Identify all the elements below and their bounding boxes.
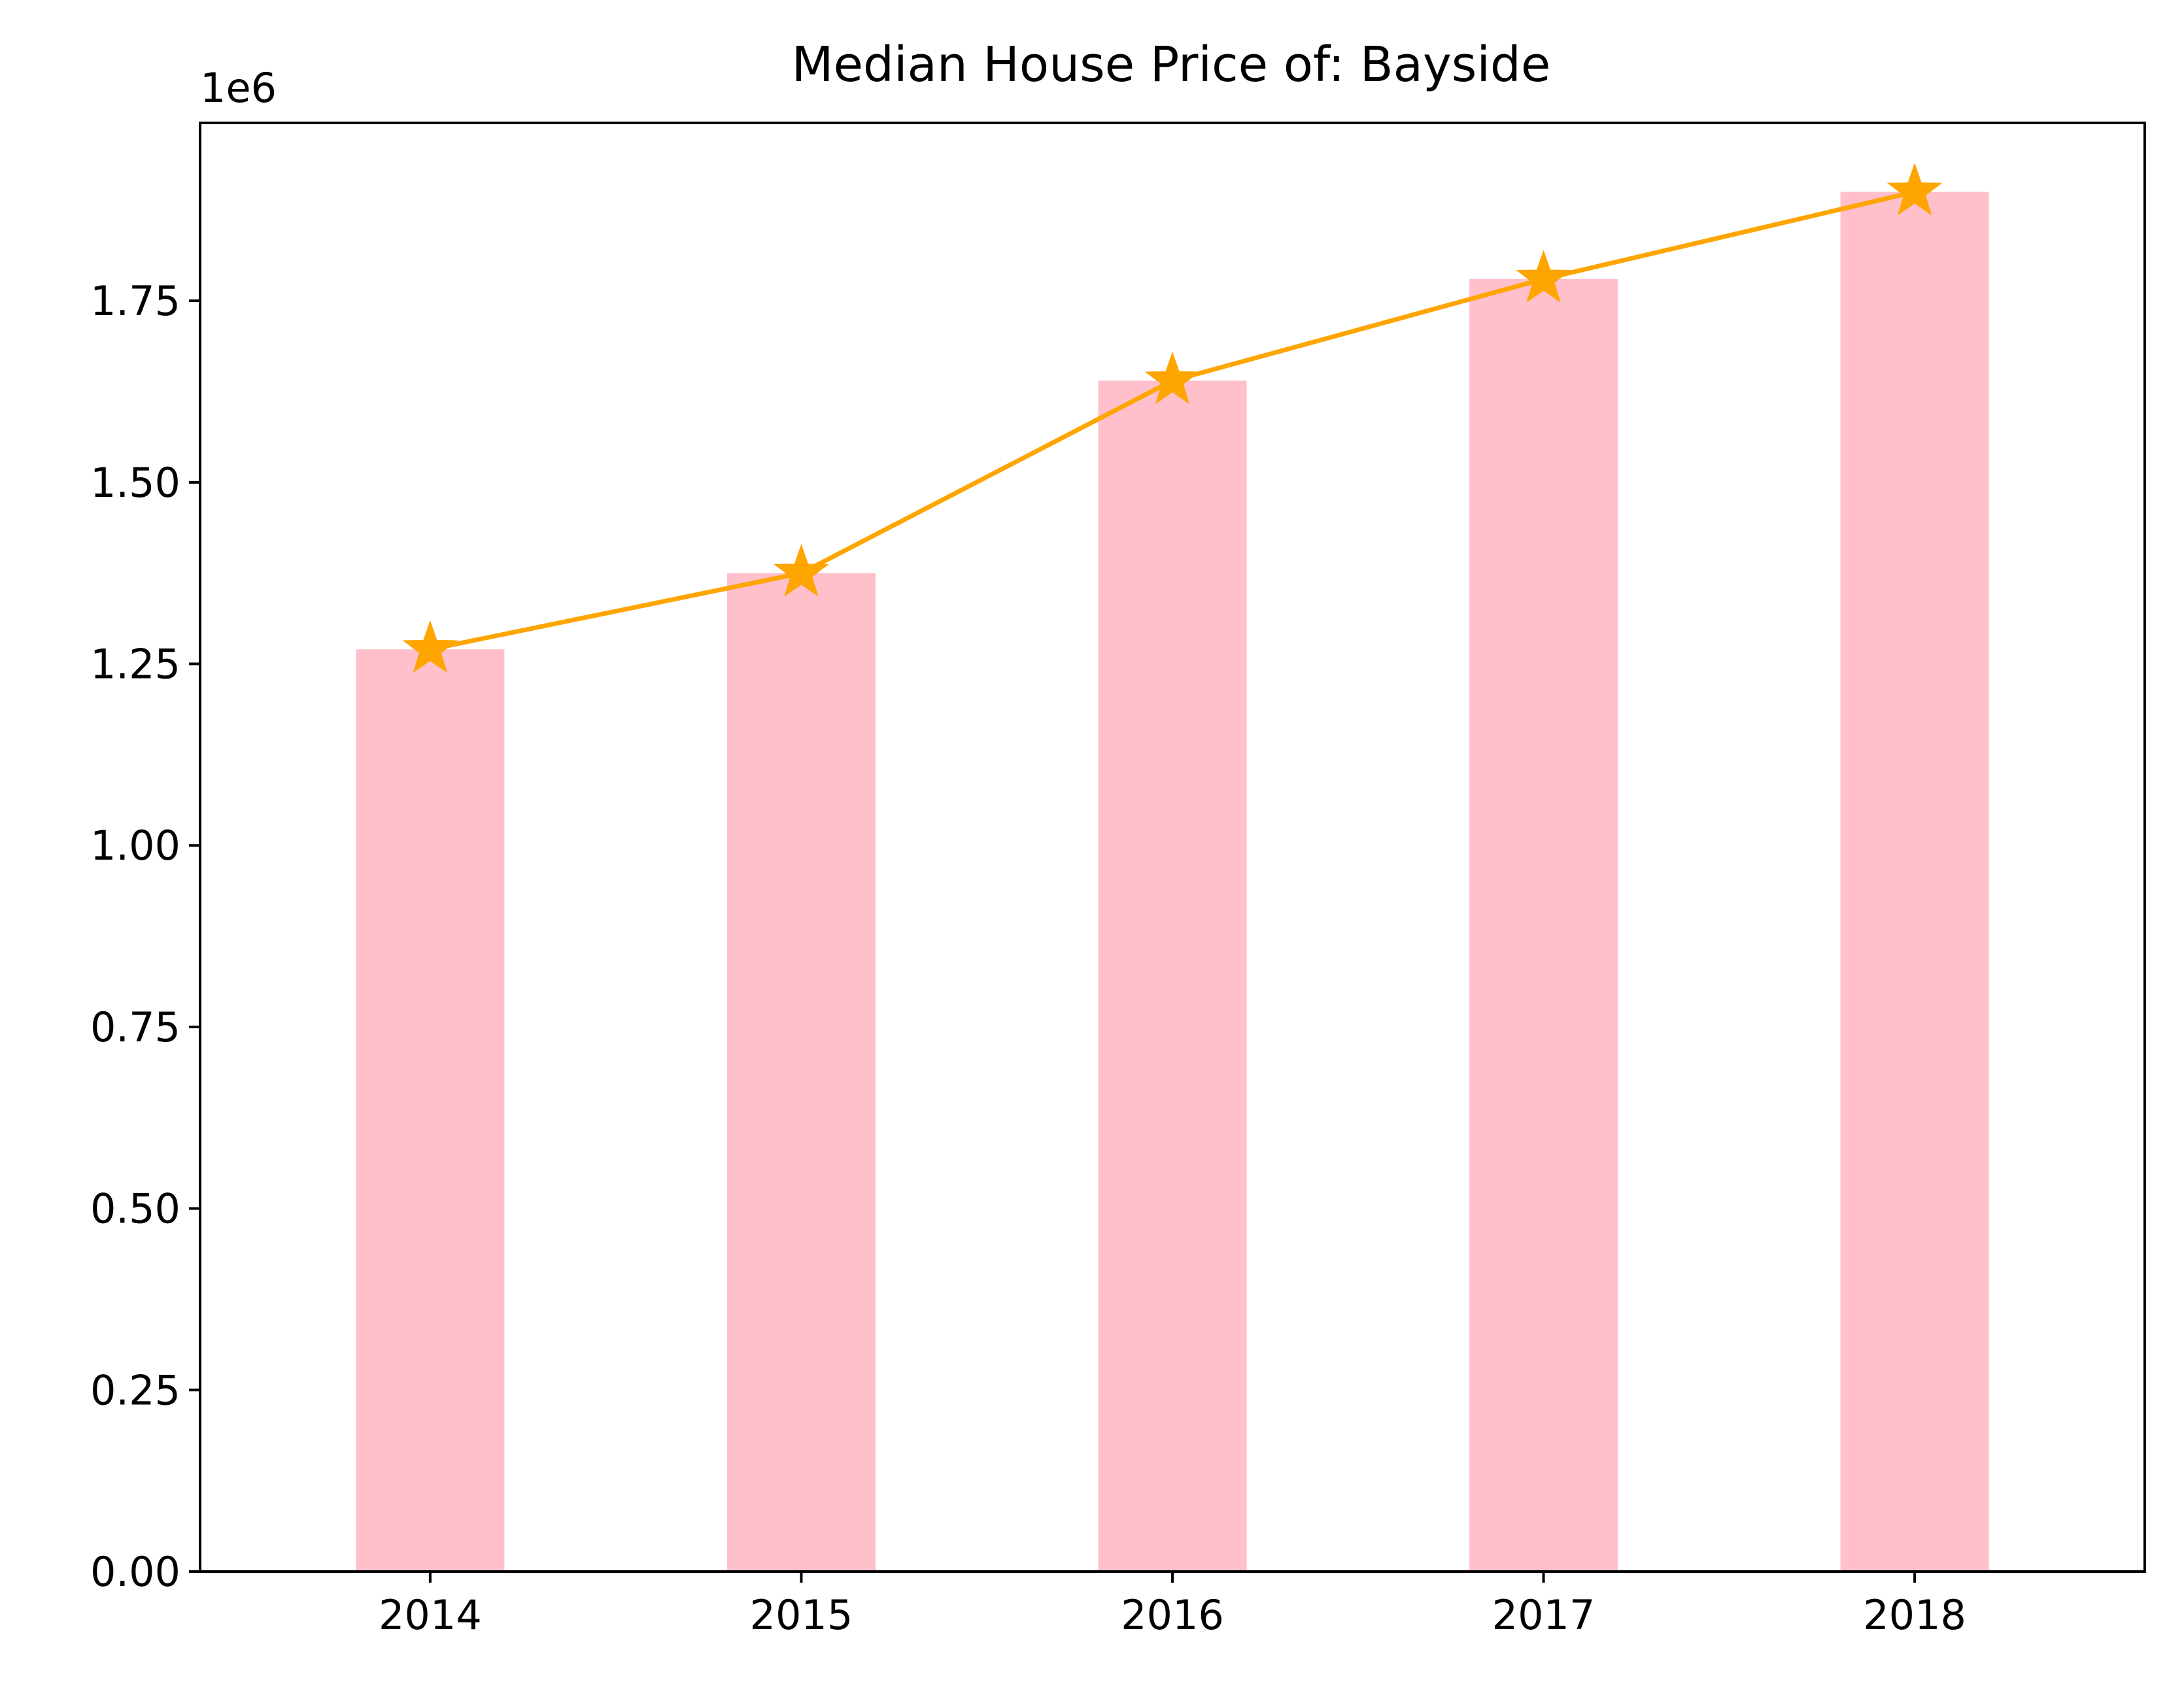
bar-2014 <box>356 649 505 1572</box>
x-tick-label: 2016 <box>1121 1591 1224 1639</box>
bar-2016 <box>1098 380 1247 1572</box>
point-2018 <box>1886 162 1943 216</box>
y-tick-label: 1.50 <box>90 459 180 507</box>
point-2014 <box>402 620 458 673</box>
x-tick-label: 2014 <box>379 1591 482 1639</box>
y-tick-label: 0.25 <box>90 1366 180 1414</box>
x-tick-label: 2017 <box>1492 1591 1595 1639</box>
point-2015 <box>774 544 829 597</box>
y-tick-label: 0.50 <box>90 1185 180 1233</box>
y-tick-label: 0.00 <box>90 1548 180 1596</box>
line-series <box>402 162 1943 673</box>
y-offset-label: 1e6 <box>200 64 277 112</box>
y-tick-label: 1.25 <box>90 641 180 688</box>
y-tick-label: 0.75 <box>90 1003 180 1051</box>
bar-2015 <box>726 573 876 1572</box>
point-2017 <box>1516 250 1571 303</box>
bars <box>356 192 1989 1572</box>
chart-title: Median House Price of: Bayside <box>792 37 1551 93</box>
x-tick-label: 2015 <box>750 1591 853 1639</box>
y-tick-label: 1.00 <box>90 822 180 869</box>
axes: 0.00 0.25 0.50 0.75 1.00 1.25 1.50 1.75 2014 2015… <box>90 122 2146 1639</box>
x-tick-label: 2018 <box>1863 1591 1966 1639</box>
bar-2018 <box>1840 192 1989 1572</box>
bar-2017 <box>1469 278 1618 1572</box>
point-2016 <box>1144 351 1201 405</box>
y-tick-label: 1.75 <box>90 277 180 325</box>
